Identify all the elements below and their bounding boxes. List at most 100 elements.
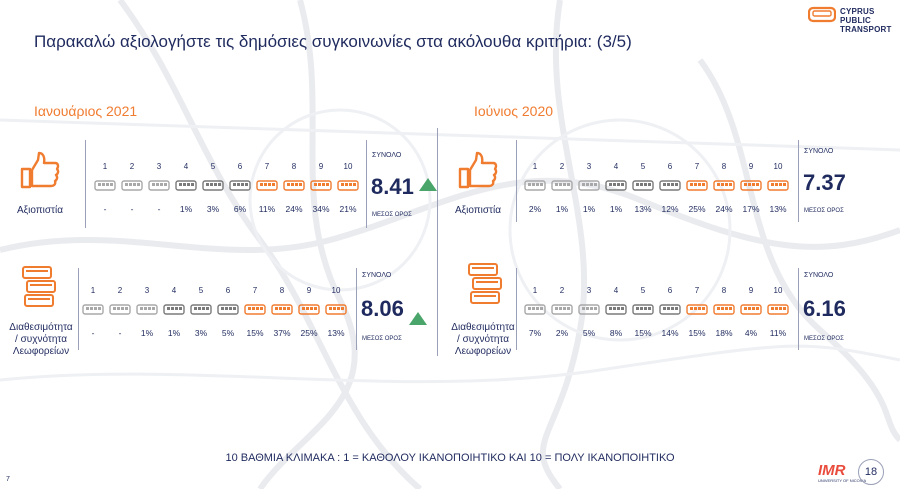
scale-number: 9 — [306, 286, 312, 295]
scale-number: 1 — [532, 286, 538, 295]
scale-percentage: 12% — [661, 204, 679, 214]
right-availability-total-value: 6.16 — [803, 296, 846, 321]
scale-percentage: 18% — [715, 328, 733, 338]
scale-percentage: 11% — [769, 328, 787, 338]
bus-icon — [659, 180, 681, 191]
right-availability-axis — [516, 268, 517, 350]
left-reliability-scale: 1 - 2 - 3 - 4 1% 5 3% 6 6% 7 11% 8 24% 9 34% 10 21% — [92, 162, 362, 222]
bus-icon — [121, 180, 143, 191]
scale-percentage: 13% — [769, 204, 787, 214]
scale-number: 9 — [318, 162, 324, 171]
left-reliability-total-label: ΣΥΝΟΛΟ — [372, 152, 402, 159]
scale-percentage: 25% — [300, 328, 318, 338]
bus-icon — [713, 304, 735, 315]
bus-icon — [82, 304, 104, 315]
thumbs-up-icon — [20, 151, 60, 189]
scale-percentage: 24% — [285, 204, 303, 214]
right-period-heading: Ιούνιος 2020 — [474, 103, 554, 119]
scale-percentage: 7% — [528, 328, 542, 338]
bus-icon — [283, 180, 305, 191]
scale-number: 1 — [102, 162, 108, 171]
left-availability-total-label: ΣΥΝΟΛΟ — [362, 272, 392, 279]
bus-icon — [605, 180, 627, 191]
left-reliability-mean-label: ΜΕΣΟΣ ΟΡΟΣ — [372, 212, 412, 218]
right-reliability-total-axis — [798, 140, 799, 222]
bus-icon — [686, 304, 708, 315]
bus-icon — [659, 304, 681, 315]
bus-icon — [740, 180, 762, 191]
scale-percentage: 1% — [609, 204, 623, 214]
left-reliability-total-value: 8.41 — [371, 174, 414, 199]
scale-number: 3 — [586, 162, 592, 171]
right-availability-total-axis — [798, 268, 799, 350]
right-availability-label-line-1: Διαθεσιμότητα — [451, 322, 515, 333]
cyprus-public-transport-logo: CYPRUS PUBLIC TRANSPORT — [807, 6, 891, 38]
bus-icon — [767, 304, 789, 315]
scale-number: 2 — [117, 286, 123, 295]
page-title: Παρακαλώ αξιολογήστε τις δημόσιες συγκοι… — [34, 32, 632, 51]
left-period-heading: Ιανουάριος 2021 — [34, 103, 138, 119]
scale-number: 7 — [694, 162, 700, 171]
scale-number: 1 — [532, 162, 538, 171]
right-availability-scale: 1 7% 2 2% 3 5% 4 8% 5 15% 6 14% 7 15% 8 18% 9 4% 10 11% — [522, 286, 792, 346]
scale-percentage: 21% — [339, 204, 357, 214]
imr-logo: IMR — [818, 462, 846, 479]
left-availability-label: Διαθεσιμότητα / συχνότητα Λεωφορείων — [5, 322, 77, 358]
left-availability-total-value: 8.06 — [361, 296, 404, 321]
right-reliability-total-label: ΣΥΝΟΛΟ — [804, 148, 834, 155]
bus-icon — [109, 304, 131, 315]
bus-icon — [551, 304, 573, 315]
scale-percentage: 34% — [312, 204, 330, 214]
scale-number: 5 — [640, 286, 646, 295]
logo-line-1: CYPRUS — [840, 7, 875, 16]
left-availability-total-axis — [356, 268, 357, 350]
imr-subtitle: UNIVERSITY OF NICOSIA — [818, 478, 867, 483]
scale-percentage: 3% — [194, 328, 208, 338]
scale-number: 7 — [252, 286, 258, 295]
scale-percentage: - — [91, 328, 95, 338]
scale-number: 5 — [210, 162, 216, 171]
bus-icon — [244, 304, 266, 315]
bus-icon — [686, 180, 708, 191]
page-number: 7 — [6, 476, 10, 483]
buses-icon — [22, 266, 56, 307]
bus-icon — [175, 180, 197, 191]
scale-percentage: 1% — [140, 328, 154, 338]
scale-percentage: 6% — [233, 204, 247, 214]
left-availability-label-line-3: Λεωφορείων — [12, 346, 70, 357]
scale-number: 10 — [773, 286, 783, 295]
scale-number: 6 — [237, 162, 243, 171]
scale-number: 3 — [144, 286, 150, 295]
scale-percentage: 5% — [582, 328, 596, 338]
scale-percentage: 11% — [258, 204, 276, 214]
bus-icon — [136, 304, 158, 315]
anniversary-badge: 18 — [858, 459, 884, 485]
left-availability-axis — [78, 268, 79, 350]
scale-number: 6 — [225, 286, 231, 295]
scale-number: 8 — [291, 162, 297, 171]
scale-number: 4 — [171, 286, 177, 295]
right-reliability-scale: 1 2% 2 1% 3 1% 4 1% 5 13% 6 12% 7 25% 8 24% 9 17% 10 13% — [522, 162, 792, 222]
bus-icon — [94, 180, 116, 191]
scale-number: 4 — [613, 286, 619, 295]
scale-number: 3 — [586, 286, 592, 295]
scale-number: 9 — [748, 286, 754, 295]
scale-percentage: 15% — [634, 328, 652, 338]
bus-icon — [578, 304, 600, 315]
scale-number: 8 — [721, 286, 727, 295]
left-reliability-axis — [85, 140, 86, 228]
bus-icon — [632, 304, 654, 315]
half-divider — [437, 128, 438, 356]
scale-number: 8 — [279, 286, 285, 295]
scale-percentage: 15% — [688, 328, 706, 338]
scale-number: 4 — [183, 162, 189, 171]
scale-number: 9 — [748, 162, 754, 171]
scale-percentage: 37% — [273, 328, 291, 338]
scale-percentage: - — [118, 328, 122, 338]
scale-percentage: 5% — [221, 328, 235, 338]
scale-percentage: 25% — [688, 204, 706, 214]
bus-icon — [337, 180, 359, 191]
bus-icon — [605, 304, 627, 315]
bus-icon — [578, 180, 600, 191]
